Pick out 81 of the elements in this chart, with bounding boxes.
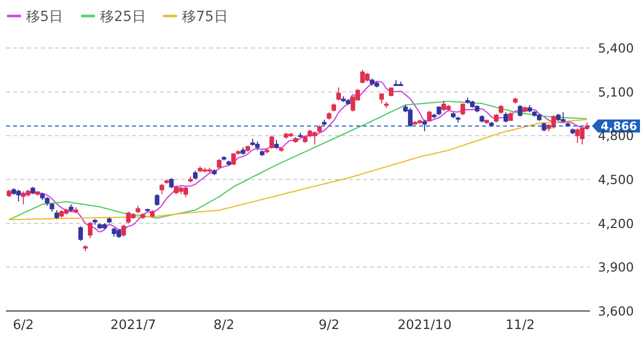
candlestick xyxy=(88,221,92,238)
x-tick-label: 2021/7 xyxy=(110,318,156,333)
candlestick xyxy=(384,102,389,108)
candlestick xyxy=(489,121,494,128)
y-tick-label: 4,500 xyxy=(598,172,634,187)
y-tick-label: 3,900 xyxy=(598,260,634,275)
candlestick xyxy=(50,202,54,212)
candlestick xyxy=(140,212,146,220)
candlestick xyxy=(326,112,332,120)
candlestick xyxy=(494,113,499,124)
candlestick xyxy=(169,178,174,189)
candlestick xyxy=(518,104,522,118)
candlestick xyxy=(92,218,98,226)
candlestick xyxy=(298,132,303,138)
candlestick xyxy=(542,122,546,132)
candlestick xyxy=(83,244,88,252)
candlestick xyxy=(216,158,222,168)
candlestick xyxy=(145,208,150,212)
x-tick-label: 8/2 xyxy=(213,318,234,333)
candlestick xyxy=(150,210,155,218)
candlestick xyxy=(570,128,575,135)
candlestick xyxy=(6,189,12,198)
candlestick xyxy=(460,103,466,116)
candlestick xyxy=(484,119,489,124)
candlestick xyxy=(30,186,36,195)
candlestick xyxy=(422,119,427,132)
candlestick xyxy=(278,146,284,152)
candlestick xyxy=(498,104,504,114)
candlestick xyxy=(260,150,264,157)
candlestick xyxy=(436,106,442,116)
y-tick-label: 5,100 xyxy=(598,84,634,100)
candlestick xyxy=(160,183,164,195)
candlestick xyxy=(379,92,384,104)
ref-line-label: 4,866 xyxy=(600,119,638,134)
candlestick xyxy=(508,112,513,122)
candlestick xyxy=(317,124,322,134)
candlestick xyxy=(527,104,532,113)
candlestick xyxy=(136,205,140,214)
y-tick-label: 4,200 xyxy=(598,216,634,231)
candlestick xyxy=(264,148,270,154)
candlestick xyxy=(121,224,126,237)
y-tick-label: 5,400 xyxy=(598,40,634,56)
candlestick xyxy=(188,176,193,183)
candlestick xyxy=(246,145,250,152)
candlestick xyxy=(513,97,518,104)
x-tick-label: 9/2 xyxy=(318,318,340,333)
candlestick xyxy=(504,112,508,124)
candlestick xyxy=(226,160,232,166)
candlestick xyxy=(68,204,74,212)
candlestick xyxy=(35,190,40,196)
candlestick xyxy=(274,140,279,150)
legend-label: 移25日 xyxy=(100,9,146,25)
candlestick xyxy=(522,106,528,113)
candlestick xyxy=(212,168,217,176)
candlestick xyxy=(336,86,341,102)
candlestick xyxy=(269,135,274,150)
candlestick xyxy=(240,146,246,156)
candlestick xyxy=(332,103,336,112)
candlestick xyxy=(388,86,394,97)
candlestick xyxy=(107,216,112,224)
legend-label: 移75日 xyxy=(182,9,228,25)
x-tick-label: 2021/10 xyxy=(398,318,452,333)
candlestick xyxy=(427,110,432,122)
candlestick xyxy=(293,136,298,144)
candlestick xyxy=(78,226,83,242)
candlestick xyxy=(74,206,78,214)
candlestick xyxy=(54,210,60,220)
candlestick xyxy=(231,152,236,166)
candlestick xyxy=(322,119,327,126)
candlestick xyxy=(480,114,484,124)
x-tick-label: 11/2 xyxy=(506,318,535,333)
candlestick xyxy=(193,170,198,180)
y-tick-label: 3,600 xyxy=(598,304,634,318)
candlestick xyxy=(236,150,241,156)
candlestick xyxy=(432,113,436,119)
legend-label: 移5日 xyxy=(26,9,63,25)
candlestick xyxy=(222,156,226,162)
candlestick xyxy=(154,194,160,206)
candlestick xyxy=(164,179,169,184)
x-tick-label: 6/2 xyxy=(12,318,34,333)
candlestick xyxy=(302,135,308,144)
